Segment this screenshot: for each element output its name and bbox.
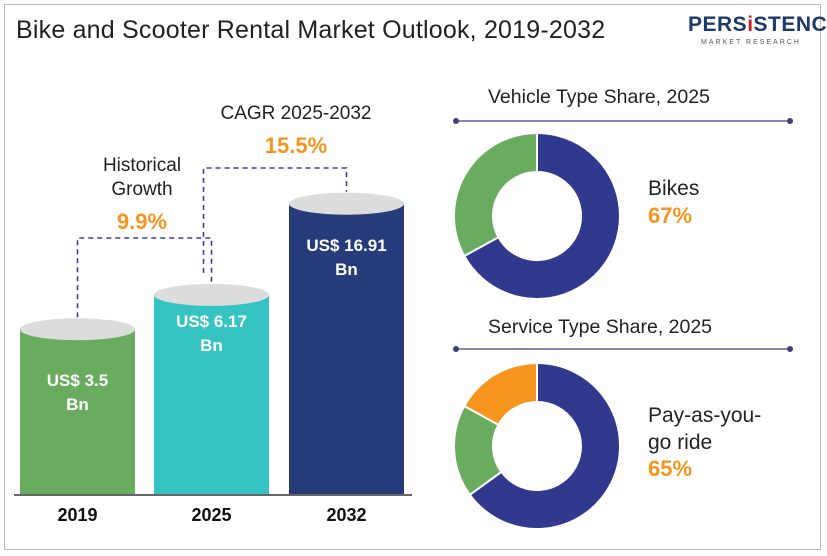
vehicle-type-divider-dot-left <box>453 118 459 124</box>
bar-value-label-2019-line1: US$ 3.5 <box>46 371 109 390</box>
vehicle-type-title: Vehicle Type Share, 2025 <box>488 86 710 108</box>
service-donut-label-line2: go ride <box>648 431 713 454</box>
logo-text-part2: STENCE <box>753 13 827 36</box>
figure-frame <box>4 4 821 550</box>
vehicle-donut-percent: 67% <box>648 203 693 228</box>
service-donut-percent: 65% <box>648 456 693 481</box>
chart-title: Bike and Scooter Rental Market Outlook, … <box>16 16 606 44</box>
persistence-logo: PERSiSTENCE MARKET RESEARCH <box>688 12 827 58</box>
bar-value-label-2032: US$ 16.91 Bn <box>289 234 404 282</box>
historical-growth-line2: Growth <box>111 179 173 200</box>
historical-growth-title: Historical Growth <box>72 154 212 202</box>
service-type-title: Service Type Share, 2025 <box>488 316 713 338</box>
bar-top-ellipse-2032 <box>289 192 404 215</box>
bar-value-label-2019: US$ 3.5 Bn <box>20 369 135 417</box>
vehicle-donut-slice-1 <box>453 131 538 258</box>
vehicle-donut-label: Bikes <box>648 177 700 200</box>
cagr-value: 15.5% <box>264 133 328 158</box>
bar-2019 <box>20 329 135 494</box>
historical-growth-value: 9.9% <box>116 209 168 234</box>
bar-value-label-2025: US$ 6.17 Bn <box>154 310 269 358</box>
service-type-divider-dot-left <box>453 346 459 352</box>
vehicle-type-divider-dot-right <box>787 118 793 124</box>
x-tick-label-2019: 2019 <box>57 505 98 525</box>
bar-2025 <box>154 294 269 494</box>
bar-top-ellipse-2019 <box>20 318 135 341</box>
historical-growth-line1: Historical <box>102 155 182 176</box>
cagr-title: CAGR 2025-2032 <box>220 103 372 124</box>
x-tick-label-2032: 2032 <box>326 505 367 525</box>
bar-2032 <box>289 203 404 494</box>
logo-subtitle: MARKET RESEARCH <box>701 39 801 46</box>
service-type-divider-dot-right <box>787 346 793 352</box>
service-donut-label: Pay-as-you- go ride <box>648 402 761 456</box>
logo-text-part1: PERS <box>688 13 748 36</box>
bar-value-label-2019-line2: Bn <box>66 395 89 414</box>
service-donut-label-line1: Pay-as-you- <box>648 404 762 427</box>
bar-value-label-2032-line2: Bn <box>335 260 358 279</box>
vehicle-donut-slice-0 <box>462 131 621 300</box>
historical-growth-connector <box>76 237 213 318</box>
logo-text-i: i <box>747 13 754 36</box>
bar-value-label-2025-line1: US$ 6.17 <box>176 312 247 331</box>
service-donut-slice-0 <box>468 361 621 530</box>
bar-top-ellipse-2025 <box>154 283 269 306</box>
x-tick-label-2025: 2025 <box>191 505 232 525</box>
service-donut-slice-2 <box>462 361 538 427</box>
bar-value-label-2032-line1: US$ 16.91 <box>306 236 387 255</box>
bar-value-label-2025-line2: Bn <box>200 336 223 355</box>
